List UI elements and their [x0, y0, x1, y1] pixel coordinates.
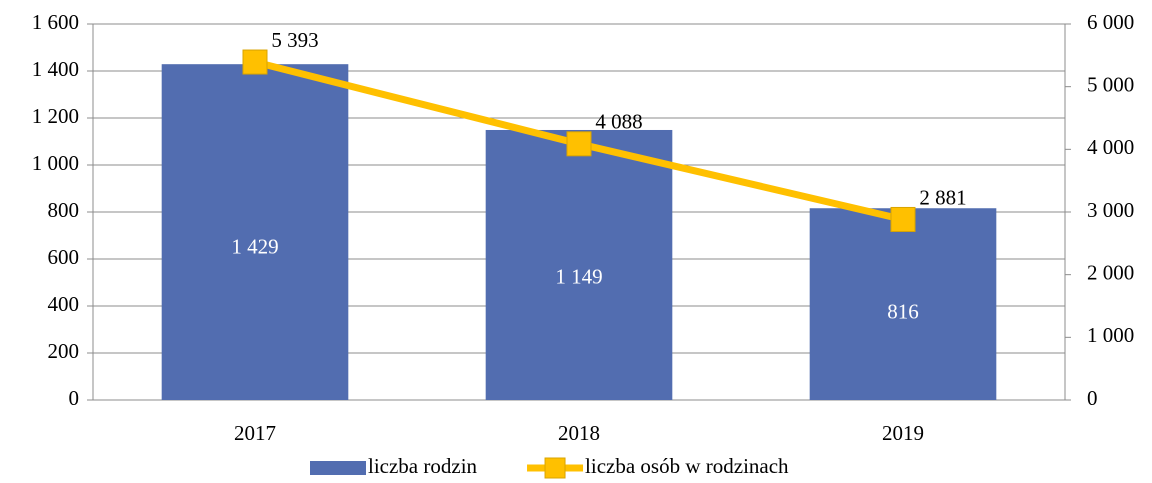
legend-label: liczba rodzin [368, 454, 478, 478]
y-tick-label: 600 [48, 245, 80, 269]
marker [242, 49, 268, 75]
legend-swatch [310, 461, 366, 475]
y2-tick-label: 1 000 [1087, 323, 1134, 347]
y2-tick-label: 4 000 [1087, 135, 1134, 159]
x-tick-label: 2018 [558, 421, 600, 445]
x-tick-label: 2019 [882, 421, 924, 445]
y-tick-label: 400 [48, 292, 80, 316]
marker [890, 206, 916, 232]
y-tick-label: 1 600 [32, 10, 79, 34]
bar-label: 1 149 [555, 264, 602, 288]
y2-tick-label: 3 000 [1087, 198, 1134, 222]
y-tick-label: 1 400 [32, 57, 79, 81]
y2-tick-label: 5 000 [1087, 72, 1134, 96]
y2-tick-label: 0 [1087, 386, 1098, 410]
bar [161, 64, 349, 400]
y-tick-label: 1 000 [32, 151, 79, 175]
y-tick-label: 0 [69, 386, 80, 410]
bar-label: 1 429 [231, 235, 278, 259]
legend-marker [544, 457, 566, 479]
bar [809, 208, 997, 400]
bar-label: 816 [887, 300, 919, 324]
bar [485, 129, 673, 401]
line-label: 4 088 [595, 110, 642, 134]
y-tick-label: 800 [48, 198, 80, 222]
y2-tick-label: 2 000 [1087, 260, 1134, 284]
marker [566, 131, 592, 157]
line-label: 5 393 [271, 28, 318, 52]
x-tick-label: 2017 [234, 421, 276, 445]
line-label: 2 881 [919, 185, 966, 209]
y2-tick-label: 6 000 [1087, 10, 1134, 34]
legend-label: liczba osób w rodzinach [585, 454, 789, 478]
y-tick-label: 1 200 [32, 104, 79, 128]
y-tick-label: 200 [48, 339, 80, 363]
